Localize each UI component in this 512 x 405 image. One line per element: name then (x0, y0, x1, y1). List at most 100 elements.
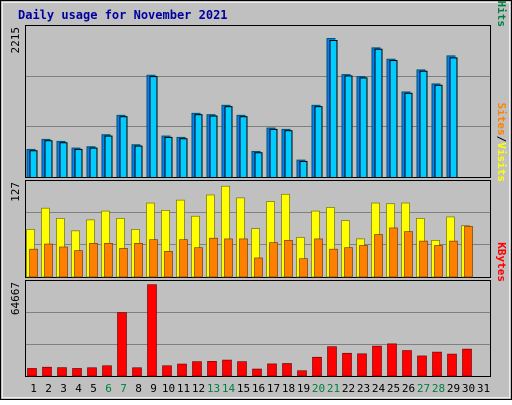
x-tick-label: 25 (387, 382, 400, 395)
kbytes-bar (402, 350, 412, 377)
x-tick-label: 27 (417, 382, 430, 395)
sites-bar (89, 243, 98, 278)
x-tick-label: 20 (312, 382, 325, 395)
bar-series-group (26, 185, 473, 278)
sites-bar (134, 243, 143, 278)
x-tick-label: 10 (162, 382, 175, 395)
files-bar (405, 93, 412, 177)
legend-part: KBytes (495, 242, 508, 282)
sites-bar (464, 226, 473, 278)
x-tick-label: 28 (432, 382, 445, 395)
x-tick-label: 17 (267, 382, 280, 395)
kbytes-bar (372, 345, 382, 377)
kbytes-bar (102, 365, 112, 377)
legend-part: / (495, 0, 508, 1)
chart-panel-bottom: 64667 KBytes (9, 242, 508, 377)
kbytes-bar (237, 361, 247, 377)
kbytes-bar (162, 365, 172, 377)
sites-bar (224, 238, 233, 278)
kbytes-bar (192, 361, 202, 377)
kbytes-bar (57, 367, 67, 377)
files-bar (435, 85, 442, 177)
x-tick-label: 23 (357, 382, 370, 395)
x-tick-label: 8 (135, 382, 142, 395)
x-tick-label: 14 (222, 382, 236, 395)
x-tick-label: 11 (177, 382, 190, 395)
files-bar (165, 137, 172, 177)
x-tick-label: 1 (30, 382, 37, 395)
x-tick-label: 2 (45, 382, 52, 395)
sites-bar (329, 248, 338, 278)
x-tick-label: 21 (327, 382, 340, 395)
sites-bar (344, 247, 353, 278)
kbytes-bar (447, 353, 457, 377)
files-bar (120, 117, 127, 177)
x-tick-label: 9 (150, 382, 157, 395)
sites-bar (269, 242, 278, 278)
sites-bar (149, 239, 158, 278)
kbytes-bar (357, 353, 367, 377)
sites-bar (74, 250, 83, 278)
files-bar (420, 71, 427, 177)
kbytes-bar (42, 366, 52, 377)
x-tick-label: 6 (105, 382, 112, 395)
x-tick-label: 26 (402, 382, 415, 395)
sites-bar (104, 243, 113, 278)
sites-bar (29, 248, 38, 278)
files-bar (360, 78, 367, 177)
x-tick-label: 4 (75, 382, 82, 395)
x-tick-label: 12 (192, 382, 205, 395)
chart-panels: 2215Pages/Files/Hits127Sites/Visits64667… (9, 0, 508, 377)
kbytes-bar (267, 363, 277, 377)
files-bar (450, 58, 457, 177)
kbytes-bar (87, 367, 97, 377)
files-bar (390, 61, 397, 177)
x-tick-label: 30 (462, 382, 475, 395)
legend-part: Hits (495, 1, 508, 28)
files-bar (345, 76, 352, 177)
inner-bevel (2, 2, 510, 398)
x-tick-label: 29 (447, 382, 460, 395)
x-tick-label: 13 (207, 382, 220, 395)
legend-part: Sites (495, 103, 508, 136)
bar-series-group (27, 284, 472, 377)
sites-bar (239, 238, 248, 278)
files-bar (30, 151, 37, 177)
files-bar (195, 115, 202, 177)
files-bar (180, 139, 187, 177)
sites-bar (254, 257, 263, 278)
files-bar (225, 107, 232, 177)
kbytes-bar (342, 352, 352, 377)
x-tick-label: 31 (477, 382, 490, 395)
sites-bar (299, 258, 308, 278)
files-bar (135, 146, 142, 177)
x-tick-label: 7 (120, 382, 127, 395)
kbytes-bar (72, 368, 82, 377)
panel-legend-label: Pages/Files/Hits (495, 0, 508, 27)
kbytes-bar (147, 284, 157, 377)
chart-panel-middle: 127 Sites/Visits (9, 103, 508, 278)
files-bar (315, 107, 322, 177)
x-tick-label: 15 (237, 382, 250, 395)
x-tick-label: 19 (297, 382, 310, 395)
sites-bar (434, 245, 443, 278)
panel-legend-label: KBytes (495, 242, 508, 282)
bar-series-group (26, 38, 458, 178)
sites-bar (404, 231, 413, 278)
kbytes-bar (417, 355, 427, 377)
sites-bar (209, 237, 218, 278)
files-bar (270, 129, 277, 177)
x-tick-label: 16 (252, 382, 265, 395)
x-tick-label: 22 (342, 382, 355, 395)
sites-bar (449, 240, 458, 278)
files-bar (210, 116, 217, 177)
y-max-label: 64667 (9, 282, 22, 315)
y-max-label: 2215 (9, 27, 22, 54)
chart-panel-top: 2215 Pages/Files/Hits (9, 0, 508, 178)
files-bar (90, 148, 97, 177)
kbytes-bar (177, 363, 187, 377)
legend-part: / (495, 136, 508, 143)
sites-bar (119, 248, 128, 278)
sites-bar (374, 234, 383, 278)
